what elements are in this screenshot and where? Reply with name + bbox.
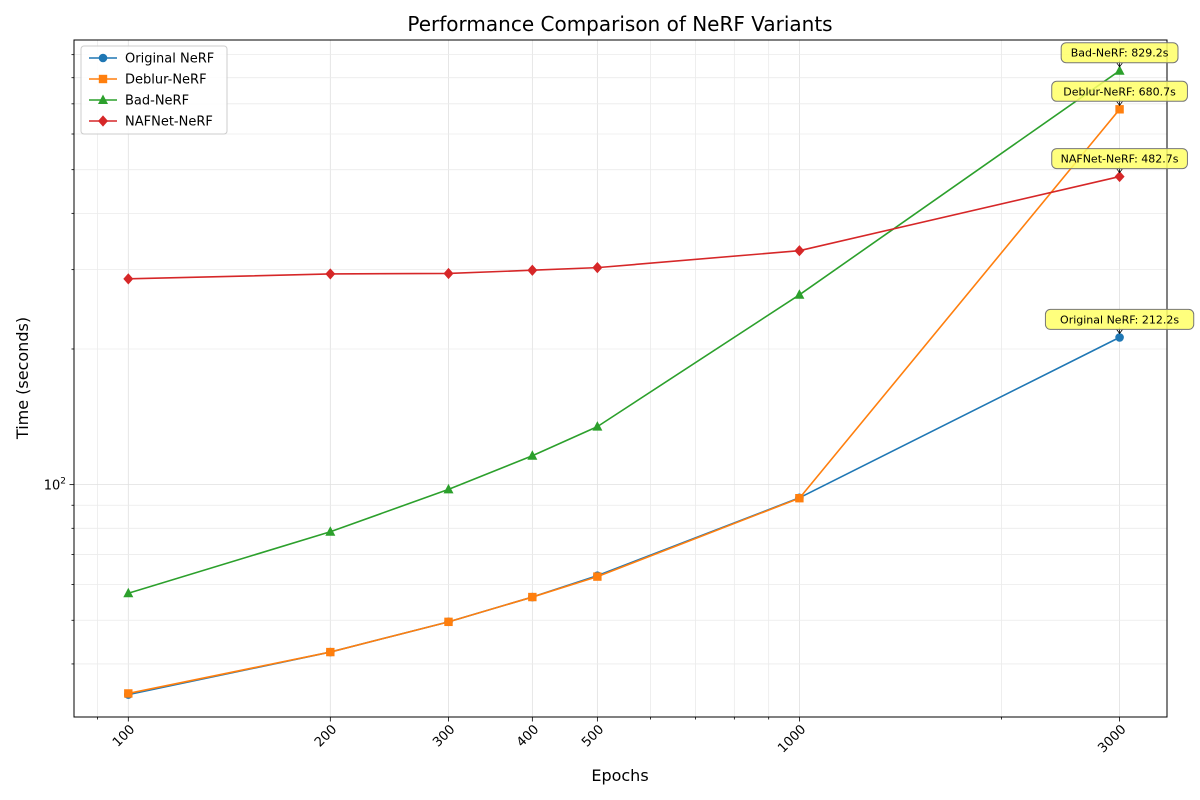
annotation-box [1060,42,1179,64]
y-axis-label: Time (seconds) [13,317,32,440]
legend-label: Bad-NeRF [125,94,189,109]
plot-area-frame [73,39,1168,718]
data-point-deblur-nerf [593,572,602,581]
data-point-nafnet-nerf [443,267,454,280]
legend-frame [80,45,228,135]
annotation-callout: Bad-NeRF: 829.2s [1060,42,1179,68]
annotation-callout: NAFNet-NeRF: 482.7s [1051,148,1188,174]
series-original-nerf [124,333,1124,699]
annotation-arrowhead [1116,62,1123,68]
x-tick-label: 200 [312,722,340,750]
series-bad-nerf [123,65,1125,598]
data-point-nafnet-nerf [794,245,805,257]
legend-marker [98,74,108,84]
data-point-nafnet-nerf [592,262,603,274]
legend-item-bad-nerf: Bad-NeRF [89,94,189,109]
grid-layer [74,40,1167,717]
x-axis-label: Epochs [591,766,648,785]
legend-item-nafnet-nerf: NAFNet-NeRF [89,115,213,130]
annotation-layer: Bad-NeRF: 829.2s Deblur-NeRF: 680.7s NAFNe… [1044,42,1195,335]
annotation-arrowhead [1116,168,1123,174]
data-point-deblur-nerf [444,617,453,627]
annotation-callout: Original NeRF: 212.2s [1044,308,1195,335]
legend-marker [98,115,108,127]
data-point-bad-nerf [592,421,603,431]
series-layer [123,65,1125,699]
legend-item-deblur-nerf: Deblur-NeRF [89,73,207,88]
x-tick-label: 3000 [1095,722,1129,756]
data-point-bad-nerf [527,450,538,460]
legend-label: Original NeRF [125,52,214,67]
x-tick-label: 300 [430,722,458,750]
annotation-label: Original NeRF: 212.2s [1060,313,1179,326]
data-point-nafnet-nerf [123,273,134,285]
annotation-callout: Deblur-NeRF: 680.7s [1051,80,1188,106]
annotation-box [1044,308,1195,330]
data-point-deblur-nerf [326,647,335,657]
series-deblur-nerf [124,105,1124,698]
data-point-deblur-nerf [795,494,804,503]
series-line-original-nerf [128,336,1120,696]
data-point-bad-nerf [1114,65,1125,75]
annotation-box [1051,148,1188,170]
data-point-bad-nerf [443,483,454,494]
legend-marker [98,53,108,63]
data-point-deblur-nerf [124,689,133,698]
data-point-deblur-nerf [528,592,537,602]
annotation-label: Bad-NeRF: 829.2s [1071,47,1169,60]
series-line-bad-nerf [128,70,1121,595]
x-tick-label: 100 [110,722,138,750]
data-point-original-nerf [1115,333,1124,342]
annotation-arrowhead [1116,101,1123,106]
tick-layer: 100 200 300 400 500 1000 3000 102 [44,54,1129,756]
series-line-nafnet-nerf [128,175,1120,280]
data-point-bad-nerf [123,587,134,598]
data-point-nafnet-nerf [1114,170,1125,183]
annotation-arrowhead [1116,329,1123,335]
legend-label: Deblur-NeRF [125,73,207,88]
x-tick-label: 400 [514,722,542,750]
annotation-label: NAFNet-NeRF: 482.7s [1061,153,1179,166]
x-tick-label: 1000 [775,722,809,756]
legend-item-original-nerf: Original NeRF [89,52,214,67]
series-nafnet-nerf [123,170,1125,285]
annotation-label: Deblur-NeRF: 680.7s [1063,85,1176,98]
data-point-deblur-nerf [1115,105,1124,114]
x-tick-label: 500 [579,722,607,750]
series-line-deblur-nerf [128,108,1121,695]
data-point-bad-nerf [325,526,336,536]
y-tick-label: 102 [44,477,66,494]
legend-label: NAFNet-NeRF [125,115,213,130]
legend: Original NeRF Deblur-NeRF Bad-NeRF NAFNet-N… [80,45,228,135]
data-point-bad-nerf [794,289,805,299]
data-point-nafnet-nerf [527,264,538,276]
chart-title: Performance Comparison of NeRF Variants [407,12,832,36]
data-point-nafnet-nerf [325,268,336,280]
annotation-box [1051,80,1188,102]
legend-marker [98,94,108,104]
